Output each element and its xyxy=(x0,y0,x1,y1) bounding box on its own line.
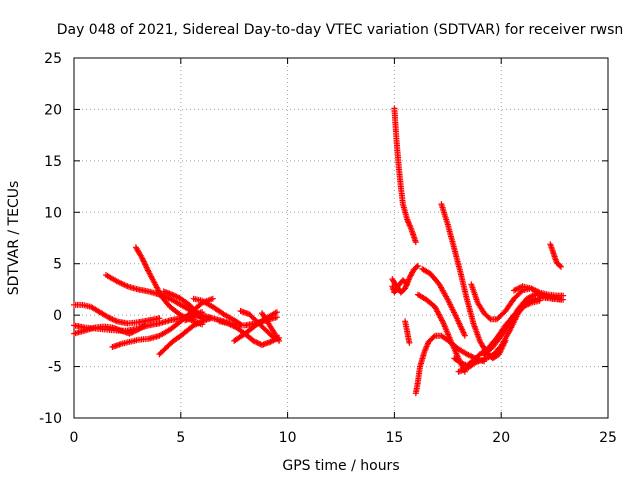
data-point-series-arc-14 xyxy=(259,310,283,344)
data-point-series-arc-27 xyxy=(511,283,567,299)
data-point-series-arc-5 xyxy=(132,244,206,328)
x-tick-label: 0 xyxy=(70,430,79,446)
x-axis-label: GPS time / hours xyxy=(282,458,399,474)
data-point-series-arc-18 xyxy=(402,318,413,346)
data-point-series-arc-17 xyxy=(389,277,411,296)
y-tick-label: 15 xyxy=(44,154,62,170)
chart-title: Day 048 of 2021, Sidereal Day-to-day VTE… xyxy=(57,22,624,38)
y-tick-labels: -10 -5 0 5 10 15 20 25 xyxy=(39,51,62,427)
y-axis-label: SDTVAR / TECUs xyxy=(6,181,22,296)
grid-lines xyxy=(74,58,608,418)
y-tick-label: -5 xyxy=(48,360,62,376)
x-tick-label: 15 xyxy=(385,430,403,446)
x-tick-label: 5 xyxy=(176,430,185,446)
data-point-series-arc-28 xyxy=(547,241,564,270)
axis-ticks xyxy=(73,57,609,419)
data-point-series-arc-7 xyxy=(156,315,214,358)
data-point-series-arc-2 xyxy=(71,322,148,337)
y-tick-label: 10 xyxy=(44,205,62,221)
y-tick-label: 20 xyxy=(44,102,62,118)
data-point-series-arc-22 xyxy=(438,201,509,362)
x-tick-label: 25 xyxy=(599,430,617,446)
data-point-series-arc-15 xyxy=(391,105,419,246)
y-tick-label: 5 xyxy=(53,257,62,273)
plot-frame xyxy=(73,57,609,419)
y-tick-label: -10 xyxy=(39,411,62,427)
y-tick-label: 0 xyxy=(53,308,62,324)
x-tick-label: 10 xyxy=(279,430,297,446)
x-tick-label: 20 xyxy=(492,430,510,446)
data-points xyxy=(71,105,567,397)
data-point-series-arc-3 xyxy=(71,301,163,327)
data-point-series-arc-10 xyxy=(190,295,244,328)
data-point-series-arc-20 xyxy=(419,265,468,339)
y-tick-label: 25 xyxy=(44,51,62,67)
data-point-series-arc-26 xyxy=(481,291,567,359)
x-tick-labels: 0 5 10 15 20 25 xyxy=(70,430,617,446)
